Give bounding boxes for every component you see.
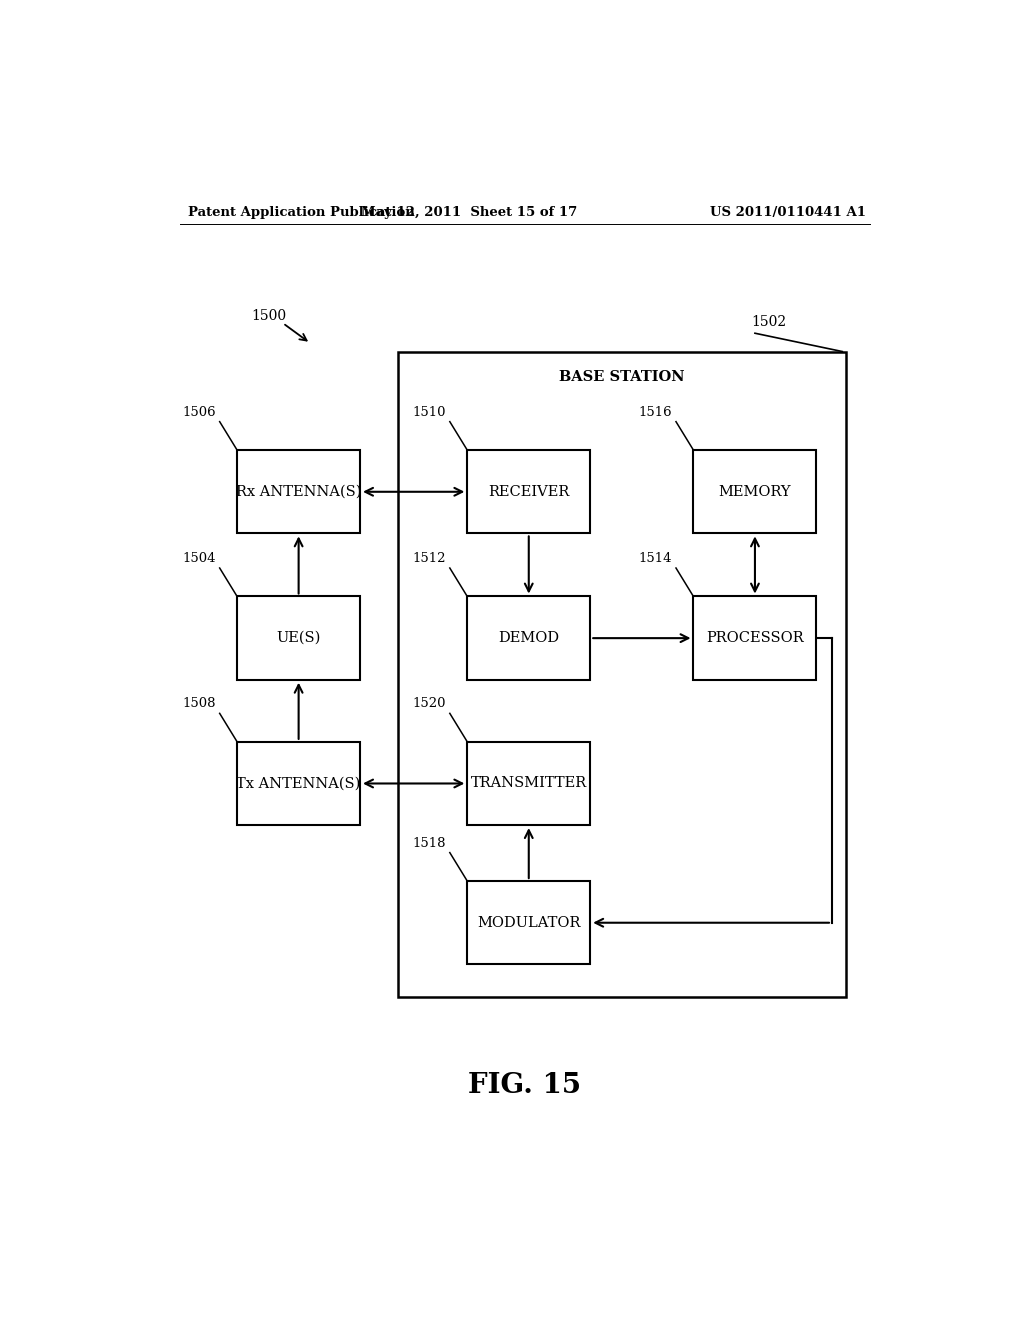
Bar (238, 742, 360, 825)
Text: RECEIVER: RECEIVER (488, 484, 569, 499)
Text: Rx ANTENNA(S): Rx ANTENNA(S) (236, 484, 361, 499)
Text: 1518: 1518 (413, 837, 445, 850)
Bar (693, 450, 816, 533)
Bar (238, 450, 360, 533)
Text: MEMORY: MEMORY (719, 484, 792, 499)
Text: US 2011/0110441 A1: US 2011/0110441 A1 (710, 206, 866, 219)
Text: DEMOD: DEMOD (499, 631, 559, 645)
Text: May 12, 2011  Sheet 15 of 17: May 12, 2011 Sheet 15 of 17 (361, 206, 578, 219)
Text: 1510: 1510 (413, 405, 445, 418)
Text: FIG. 15: FIG. 15 (468, 1072, 582, 1098)
Text: TRANSMITTER: TRANSMITTER (471, 776, 587, 791)
Bar (467, 597, 590, 680)
Text: BASE STATION: BASE STATION (559, 370, 685, 384)
Bar (693, 597, 816, 680)
Bar (238, 597, 360, 680)
Text: Tx ANTENNA(S): Tx ANTENNA(S) (237, 776, 360, 791)
Text: MODULATOR: MODULATOR (477, 916, 581, 929)
Text: 1504: 1504 (182, 552, 216, 565)
Bar (467, 880, 590, 965)
Bar (467, 742, 590, 825)
Text: 1500: 1500 (251, 309, 286, 323)
Text: 1514: 1514 (639, 552, 672, 565)
Text: PROCESSOR: PROCESSOR (707, 631, 804, 645)
Text: 1516: 1516 (638, 405, 672, 418)
Text: 1508: 1508 (182, 697, 216, 710)
Text: Patent Application Publication: Patent Application Publication (187, 206, 415, 219)
Text: 1506: 1506 (182, 405, 216, 418)
Text: 1502: 1502 (752, 315, 786, 329)
Bar (467, 450, 590, 533)
Text: 1512: 1512 (413, 552, 445, 565)
Bar (397, 351, 846, 997)
Text: 1520: 1520 (413, 697, 445, 710)
Text: UE(S): UE(S) (276, 631, 321, 645)
